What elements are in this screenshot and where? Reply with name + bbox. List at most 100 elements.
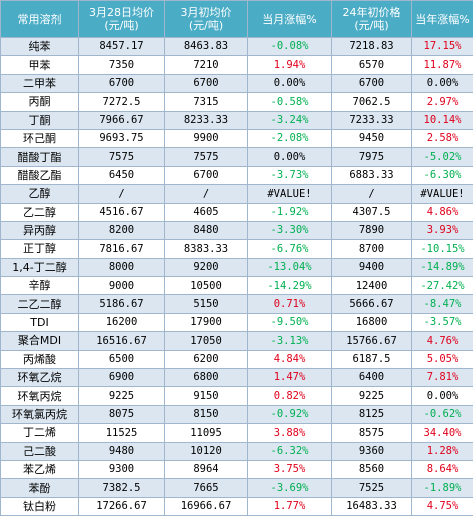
solvent-name-cell: 二甲苯 (1, 74, 79, 92)
price-year-start-cell: 8575 (332, 424, 412, 442)
price-year-start-cell: 5666.67 (332, 295, 412, 313)
monthly-change-cell: #VALUE! (248, 185, 332, 203)
price-mar28-cell: 6450 (79, 166, 165, 184)
price-mar-start-cell: 7665 (165, 479, 248, 497)
price-mar28-cell: 7575 (79, 148, 165, 166)
monthly-change-cell: -0.08% (248, 38, 332, 56)
yearly-change-cell: 2.97% (412, 93, 473, 111)
solvent-name-cell: 醋酸丁酯 (1, 148, 79, 166)
price-mar28-cell: 9693.75 (79, 129, 165, 147)
solvent-name-cell: 纯苯 (1, 38, 79, 56)
price-mar28-cell: 8457.17 (79, 38, 165, 56)
price-mar28-cell: 6500 (79, 350, 165, 368)
solvent-name-cell: 乙醇 (1, 185, 79, 203)
yearly-change-cell: 4.75% (412, 497, 473, 515)
price-year-start-cell: 7218.83 (332, 38, 412, 56)
monthly-change-cell: -3.30% (248, 221, 332, 239)
yearly-change-cell: -0.62% (412, 405, 473, 423)
monthly-change-cell: 3.75% (248, 460, 332, 478)
price-mar-start-cell: 8233.33 (165, 111, 248, 129)
solvent-name-cell: 环己酮 (1, 129, 79, 147)
monthly-change-cell: 1.47% (248, 369, 332, 387)
monthly-change-cell: -14.29% (248, 277, 332, 295)
header-price-mar28: 3月28日均价 (元/吨) (79, 1, 165, 38)
price-mar28-cell: 5186.67 (79, 295, 165, 313)
yearly-change-cell: 4.86% (412, 203, 473, 221)
yearly-change-cell: 4.76% (412, 332, 473, 350)
solvent-name-cell: 异丙醇 (1, 221, 79, 239)
header-monthly-change: 当月涨幅% (248, 1, 332, 38)
price-mar-start-cell: 10120 (165, 442, 248, 460)
price-year-start-cell: 9225 (332, 387, 412, 405)
yearly-change-cell: -8.47% (412, 295, 473, 313)
solvent-name-cell: 丁酮 (1, 111, 79, 129)
monthly-change-cell: 4.84% (248, 350, 332, 368)
monthly-change-cell: -13.04% (248, 258, 332, 276)
price-mar28-cell: 9225 (79, 387, 165, 405)
price-mar-start-cell: 9900 (165, 129, 248, 147)
monthly-change-cell: -9.50% (248, 313, 332, 331)
monthly-change-cell: 1.94% (248, 56, 332, 74)
price-mar-start-cell: 6700 (165, 166, 248, 184)
yearly-change-cell: 11.87% (412, 56, 473, 74)
yearly-change-cell: 10.14% (412, 111, 473, 129)
monthly-change-cell: 1.77% (248, 497, 332, 515)
price-year-start-cell: 6700 (332, 74, 412, 92)
yearly-change-cell: -1.89% (412, 479, 473, 497)
price-mar-start-cell: 6800 (165, 369, 248, 387)
price-year-start-cell: 7890 (332, 221, 412, 239)
monthly-change-cell: 0.00% (248, 74, 332, 92)
price-mar28-cell: 9300 (79, 460, 165, 478)
price-year-start-cell: 9360 (332, 442, 412, 460)
price-mar-start-cell: 8150 (165, 405, 248, 423)
yearly-change-cell: 34.40% (412, 424, 473, 442)
header-solvent: 常用溶剂 (1, 1, 79, 38)
price-mar28-cell: 9480 (79, 442, 165, 460)
price-year-start-cell: 7062.5 (332, 93, 412, 111)
monthly-change-cell: -3.69% (248, 479, 332, 497)
yearly-change-cell: 5.05% (412, 350, 473, 368)
yearly-change-cell: 3.93% (412, 221, 473, 239)
price-mar28-cell: 16516.67 (79, 332, 165, 350)
yearly-change-cell: -6.30% (412, 166, 473, 184)
price-year-start-cell: 8700 (332, 240, 412, 258)
price-mar28-cell: 7272.5 (79, 93, 165, 111)
solvent-name-cell: 丁二烯 (1, 424, 79, 442)
yearly-change-cell: 1.28% (412, 442, 473, 460)
solvent-name-cell: 甲苯 (1, 56, 79, 74)
monthly-change-cell: -0.92% (248, 405, 332, 423)
price-year-start-cell: 6570 (332, 56, 412, 74)
yearly-change-cell: -14.89% (412, 258, 473, 276)
price-mar-start-cell: 7210 (165, 56, 248, 74)
monthly-change-cell: -2.08% (248, 129, 332, 147)
header-yearly-change: 当年涨幅% (412, 1, 473, 38)
solvent-name-cell: 环氧氯丙烷 (1, 405, 79, 423)
yearly-change-cell: 7.81% (412, 369, 473, 387)
price-year-start-cell: / (332, 185, 412, 203)
price-mar-start-cell: / (165, 185, 248, 203)
price-year-start-cell: 4307.5 (332, 203, 412, 221)
monthly-change-cell: 0.71% (248, 295, 332, 313)
yearly-change-cell: -3.57% (412, 313, 473, 331)
solvent-name-cell: 正丁醇 (1, 240, 79, 258)
price-mar28-cell: 7966.67 (79, 111, 165, 129)
header-price-mar-start: 3月初均价 (元/吨) (165, 1, 248, 38)
price-mar-start-cell: 4605 (165, 203, 248, 221)
price-year-start-cell: 6400 (332, 369, 412, 387)
